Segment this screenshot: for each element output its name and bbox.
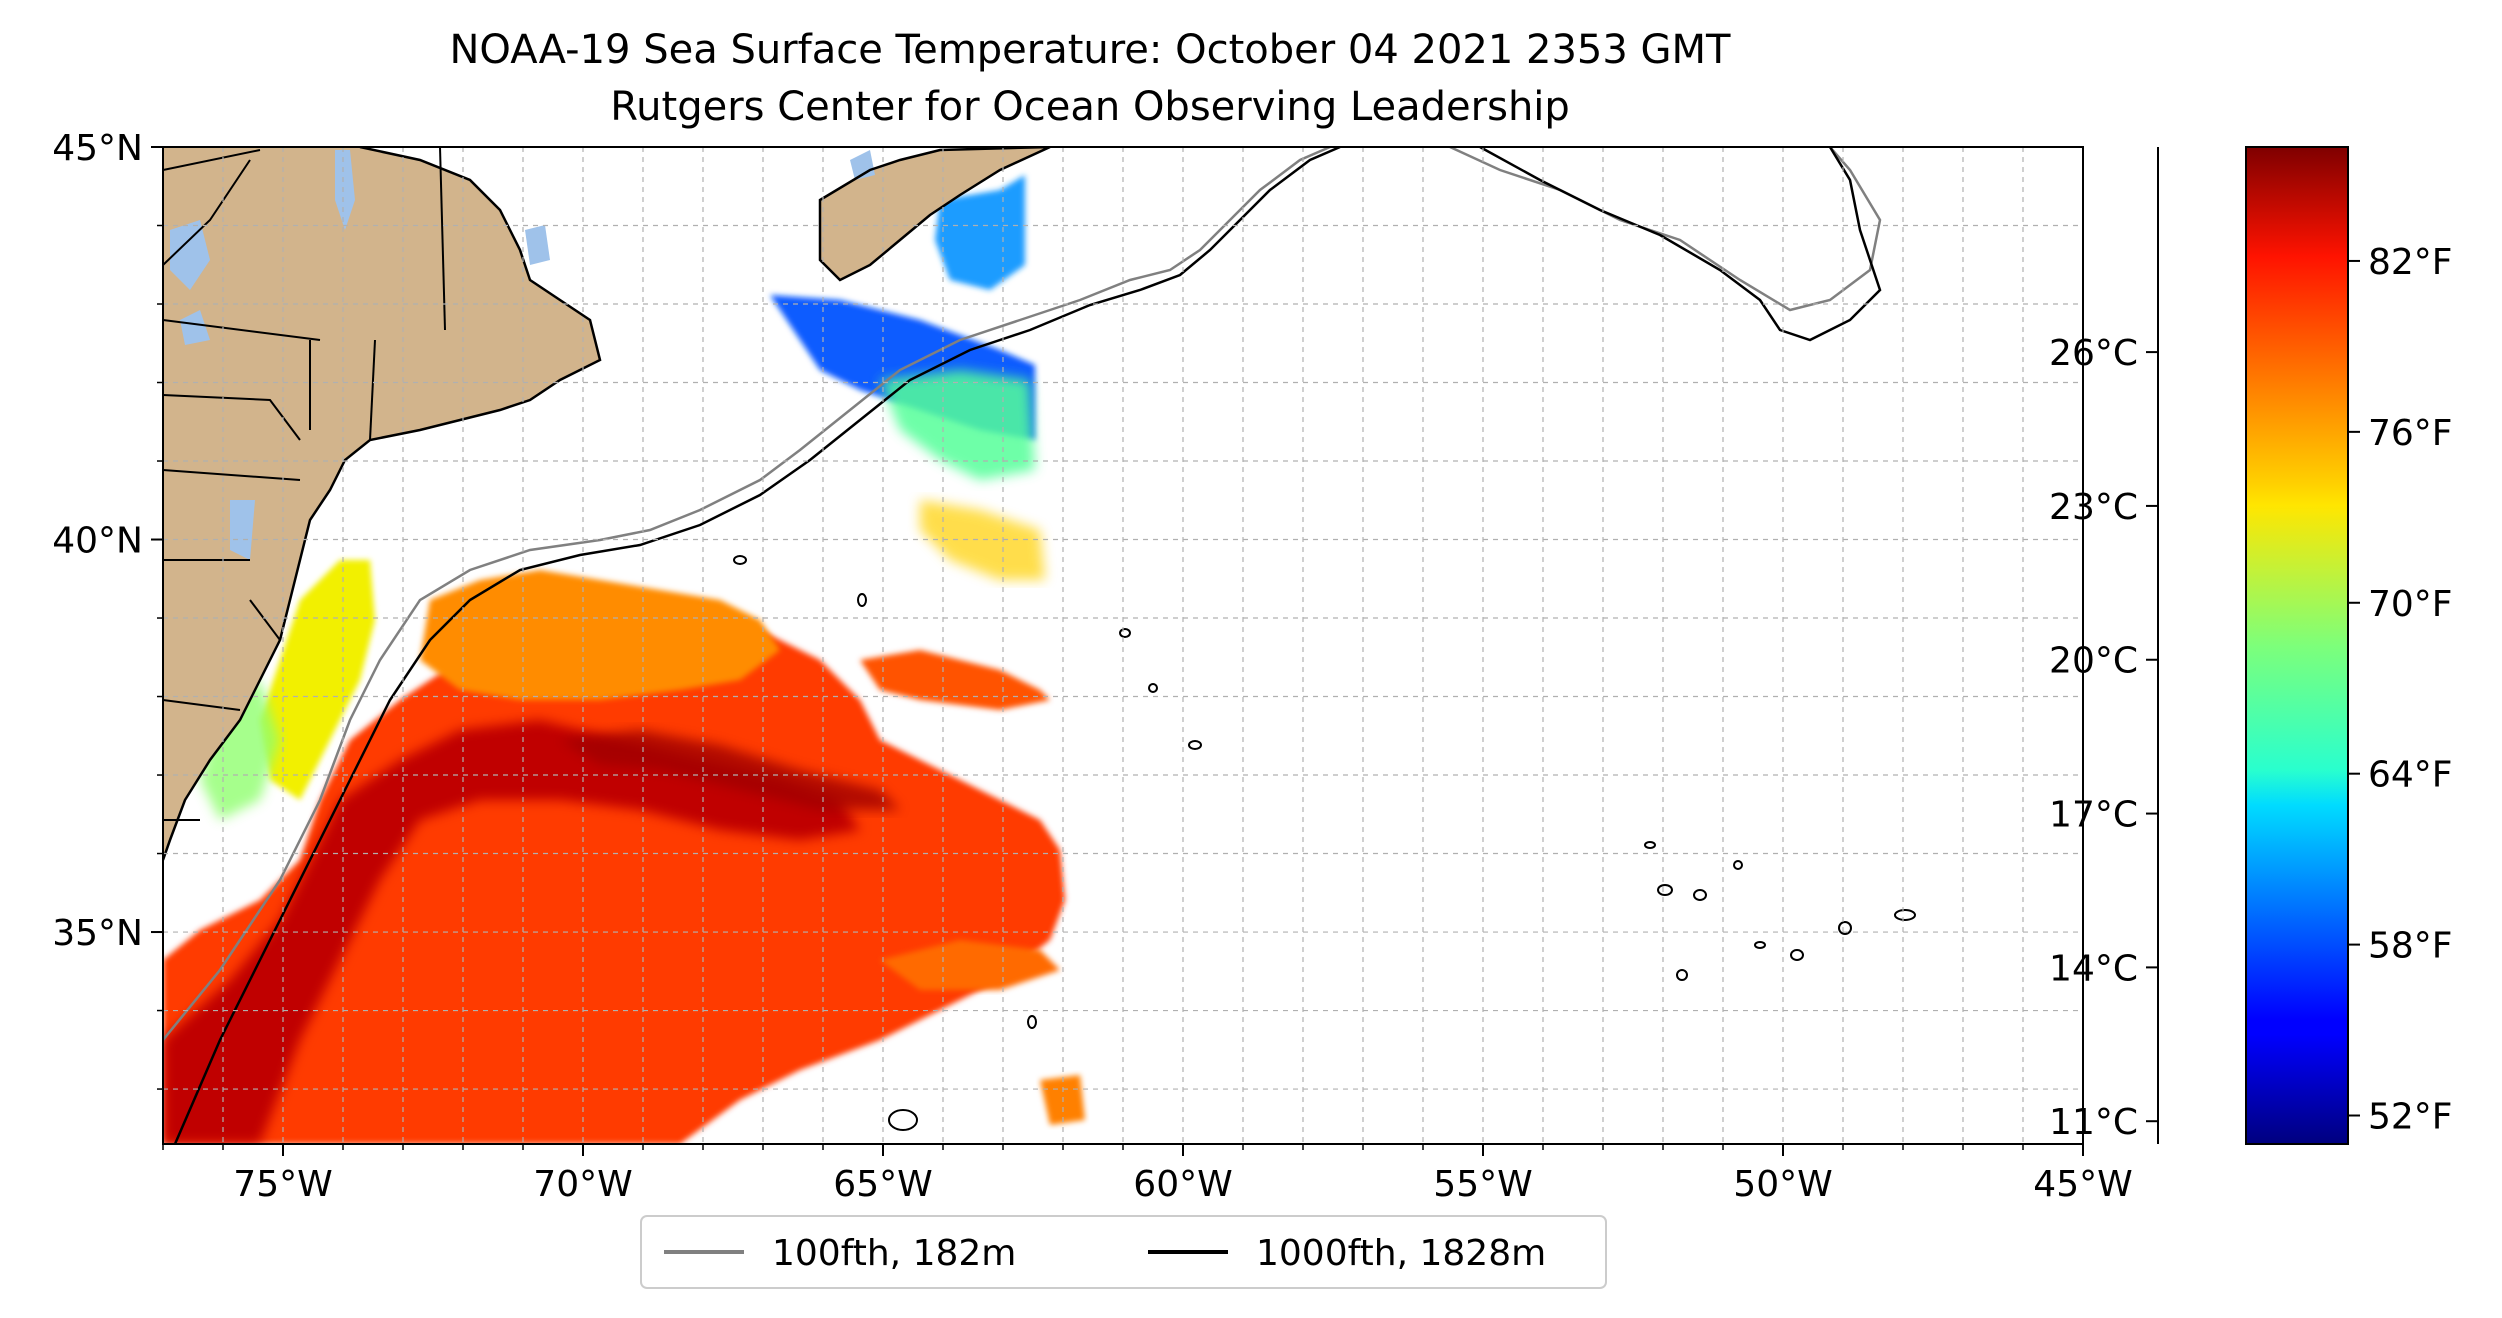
- colorbar-c-label: 26°C: [2049, 333, 2138, 374]
- x-tick-label: 75°W: [233, 1164, 332, 1205]
- sst-cool-band-green: [880, 370, 1035, 480]
- sst-southeast-band: [880, 940, 1060, 990]
- sst-data-layer: [163, 175, 1085, 1144]
- sst-cool-band-yellow: [920, 500, 1045, 580]
- land-layer: [163, 147, 1051, 861]
- state-borders: [163, 147, 446, 821]
- colorbar-c-label: 17°C: [2049, 795, 2138, 836]
- colorbar-c-label: 11°C: [2049, 1102, 2138, 1143]
- sst-east-band: [860, 650, 1050, 710]
- legend-box: [640, 1215, 1607, 1289]
- title-line-2: Rutgers Center for Ocean Observing Leade…: [610, 84, 1570, 130]
- colorbar-f-label: 58°F: [2368, 926, 2453, 967]
- sst-hot-core: [163, 720, 860, 1144]
- colorbar-c-label: 14°C: [2049, 948, 2138, 989]
- seamounts: [733, 555, 1916, 1131]
- colorbar-f-label: 64°F: [2368, 755, 2453, 796]
- x-tick-label: 65°W: [833, 1164, 932, 1205]
- x-tick-label: 45°W: [2033, 1164, 2132, 1205]
- map-panel: [163, 147, 2083, 1144]
- colorbar-c-label: 23°C: [2049, 487, 2138, 528]
- legend-label-1000fth: 1000fth, 1828m: [1256, 1233, 1546, 1274]
- coastline-nova-scotia: [818, 147, 1051, 282]
- land-us-coast: [163, 147, 600, 860]
- colorbar-gradient: [2246, 147, 2348, 1144]
- colorbar-c-label: 20°C: [2049, 641, 2138, 682]
- colorbar-frame: [2245, 146, 2349, 1145]
- sst-hot-core-2: [560, 730, 900, 810]
- colorbar-f-label: 52°F: [2368, 1097, 2453, 1138]
- contour-100fth: [163, 147, 1882, 1041]
- legend: 100fth, 182m 1000fth, 1828m: [640, 1215, 1607, 1289]
- sst-warm-region: [163, 600, 1065, 1144]
- colorbar-f-label: 76°F: [2368, 413, 2453, 454]
- legend-label-100fth: 100fth, 182m: [772, 1233, 1016, 1274]
- lakes: [170, 150, 875, 560]
- contour-1000fth: [173, 147, 1882, 1144]
- bathymetry-contours: [163, 147, 1916, 1144]
- colorbar-f-ticks: 82°F 76°F 70°F 64°F 58°F 52°F: [2348, 242, 2453, 1138]
- x-tick-label: 55°W: [1433, 1164, 1532, 1205]
- colorbar-c-ticks: 26°C 23°C 20°C 17°C 14°C 11°C: [2049, 147, 2159, 1144]
- land-nova-scotia: [820, 147, 1050, 280]
- colorbar: 82°F 76°F 70°F 64°F 58°F 52°F 26°C 23°C 20°C 17°…: [2049, 146, 2453, 1145]
- title-line-1: NOAA-19 Sea Surface Temperature: October…: [450, 27, 1732, 73]
- x-tick-label: 70°W: [533, 1164, 632, 1205]
- y-tick-label: 35°N: [52, 913, 143, 954]
- colorbar-f-label: 82°F: [2368, 242, 2453, 283]
- x-tick-label: 50°W: [1733, 1164, 1832, 1205]
- x-axis: 75°W 70°W 65°W 60°W 55°W 50°W 45°W: [162, 1144, 2133, 1205]
- y-tick-label: 45°N: [52, 128, 143, 169]
- gridlines: [163, 147, 2083, 1144]
- sst-orange-north: [420, 570, 780, 700]
- y-tick-label: 40°N: [52, 521, 143, 562]
- y-axis: 45°N 40°N 35°N: [52, 128, 163, 1090]
- x-tick-label: 60°W: [1133, 1164, 1232, 1205]
- colorbar-f-label: 70°F: [2368, 584, 2453, 625]
- sst-yellow-shelf: [260, 560, 375, 800]
